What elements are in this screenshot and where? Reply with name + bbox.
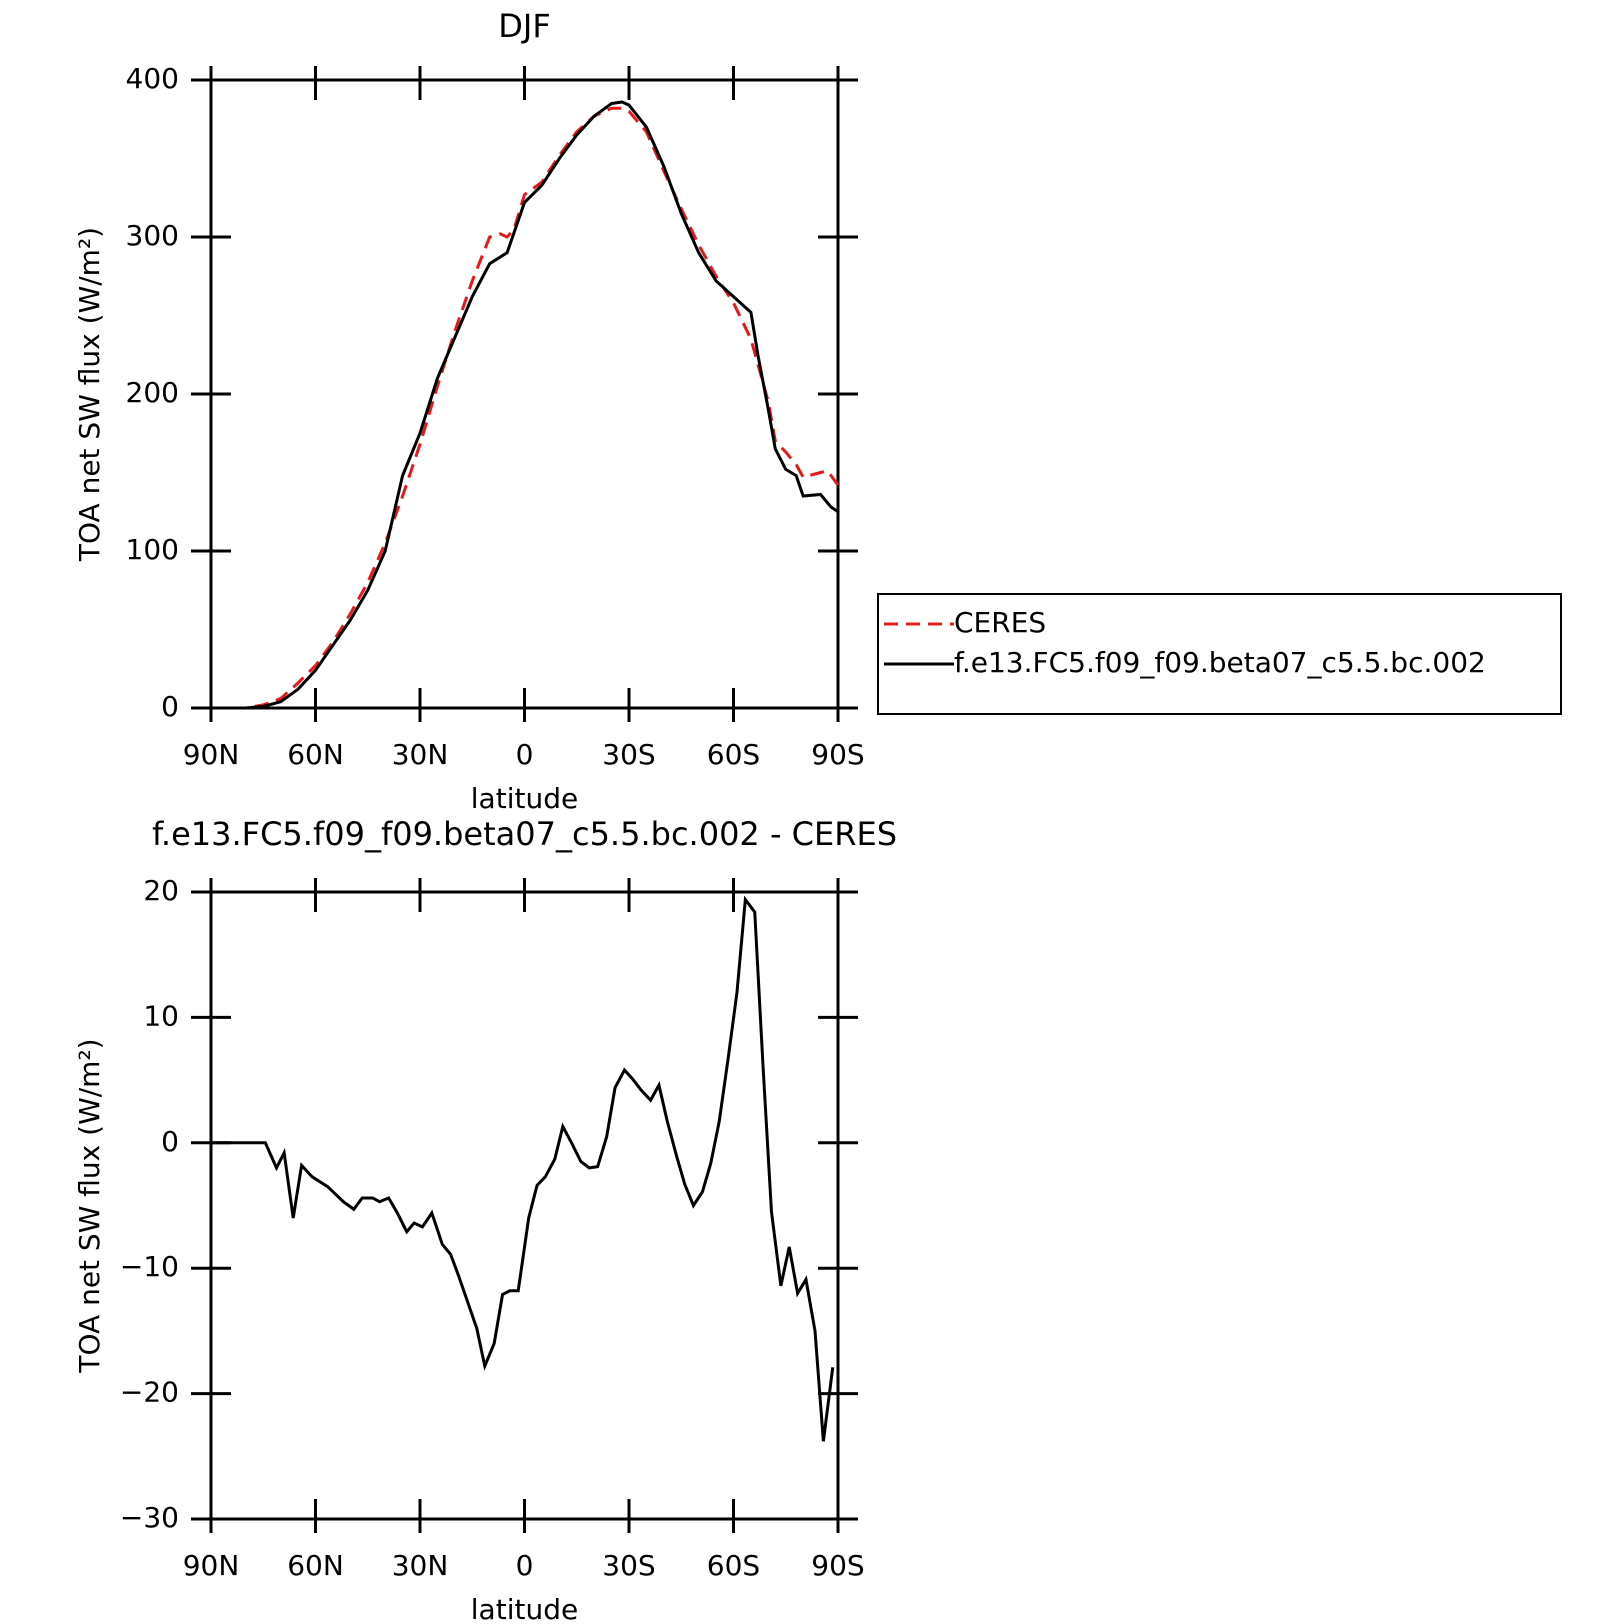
x-axis-label: latitude bbox=[471, 1593, 578, 1624]
legend-frame bbox=[877, 593, 1562, 715]
line bbox=[211, 895, 835, 1442]
y-tick-label: 10 bbox=[143, 999, 179, 1032]
x-tick-label: 30S bbox=[602, 1549, 655, 1582]
x-tick-label: 90N bbox=[183, 1549, 240, 1582]
x-tick-label: 30S bbox=[602, 738, 655, 771]
x-tick-label: 90N bbox=[183, 738, 240, 771]
x-tick-label: 30N bbox=[392, 1549, 449, 1582]
y-tick-label: 400 bbox=[126, 62, 179, 95]
x-tick-label: 0 bbox=[516, 738, 534, 771]
y-tick-label: −30 bbox=[120, 1501, 179, 1534]
legend-label: f.e13.FC5.f09_f09.beta07_c5.5.bc.002 bbox=[954, 646, 1486, 679]
x-tick-label: 90S bbox=[811, 1549, 864, 1582]
y-tick-label: 200 bbox=[126, 376, 179, 409]
x-tick-label: 0 bbox=[516, 1549, 534, 1582]
legend-label: CERES bbox=[954, 606, 1046, 639]
line bbox=[211, 100, 839, 710]
y-axis-label: TOA net SW flux (W/m²) bbox=[73, 227, 106, 562]
y-tick-label: 100 bbox=[126, 533, 179, 566]
x-tick-label: 30N bbox=[392, 738, 449, 771]
x-axis-label: latitude bbox=[471, 782, 578, 815]
line bbox=[211, 106, 840, 710]
plot-frame bbox=[209, 890, 840, 1521]
x-tick-label: 60S bbox=[707, 738, 760, 771]
y-tick-label: 20 bbox=[143, 874, 179, 907]
y-tick-label: −20 bbox=[120, 1376, 179, 1409]
x-tick-label: 60S bbox=[707, 1549, 760, 1582]
x-tick-label: 60N bbox=[287, 1549, 344, 1582]
y-tick-label: 300 bbox=[126, 219, 179, 252]
x-tick-label: 90S bbox=[811, 738, 864, 771]
plot-frame bbox=[209, 78, 840, 710]
x-tick-label: 60N bbox=[287, 738, 344, 771]
y-tick-label: 0 bbox=[161, 1125, 179, 1158]
y-tick-label: −10 bbox=[120, 1250, 179, 1283]
chart-title: f.e13.FC5.f09_f09.beta07_c5.5.bc.002 - C… bbox=[152, 815, 897, 853]
chart-title: DJF bbox=[498, 7, 550, 45]
y-axis-label: TOA net SW flux (W/m²) bbox=[73, 1038, 106, 1373]
y-tick-label: 0 bbox=[161, 690, 179, 723]
